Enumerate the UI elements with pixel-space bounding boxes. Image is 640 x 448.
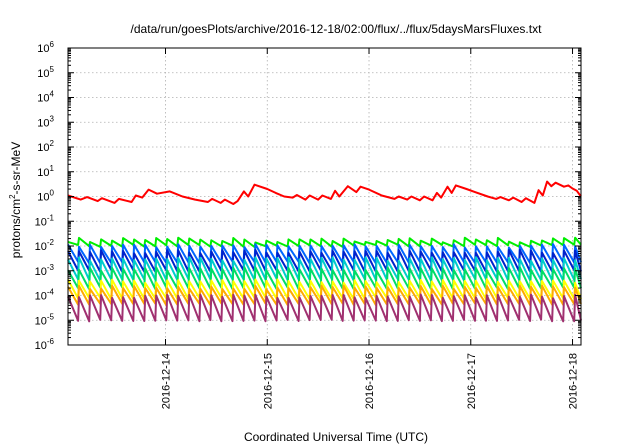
y-axis-label-exponent: 2 — [8, 194, 17, 199]
y-tick-label: 10-6 — [35, 337, 55, 352]
y-tick-label: 10-1 — [35, 213, 55, 228]
axis-ticks — [68, 47, 581, 346]
series-line — [67, 236, 582, 248]
series-line — [67, 180, 582, 205]
y-tick-exponent: 4 — [50, 90, 55, 99]
series-lines — [67, 180, 582, 323]
y-tick-label: 10-4 — [35, 288, 55, 303]
x-axis-label: Coordinated Universal Time (UTC) — [244, 430, 428, 444]
y-tick-label: 106 — [37, 40, 54, 55]
y-tick-exponent: 1 — [50, 164, 55, 173]
y-tick-label: 10-2 — [35, 238, 55, 253]
y-tick-label: 105 — [37, 65, 54, 80]
y-tick-label: 102 — [37, 139, 54, 154]
series-line — [67, 293, 582, 323]
y-tick-exponent: -4 — [47, 288, 55, 297]
y-tick-exponent: 6 — [50, 40, 55, 49]
y-tick-exponent: 2 — [50, 139, 55, 148]
y-axis-label-main: protons/cm — [9, 199, 23, 258]
y-tick-label: 104 — [37, 90, 54, 105]
y-tick-base: 10 — [35, 241, 47, 253]
y-tick-exponent: -1 — [47, 213, 55, 222]
y-tick-label: 10-5 — [35, 312, 55, 327]
y-tick-label: 100 — [37, 189, 54, 204]
y-tick-base: 10 — [35, 340, 47, 352]
y-tick-exponent: -2 — [47, 238, 55, 247]
x-tick-label: 2016-12-17 — [466, 353, 478, 409]
y-tick-exponent: 0 — [50, 189, 55, 198]
y-tick-exponent: 5 — [50, 65, 55, 74]
y-axis-label-unit: -s-sr-MeV — [9, 142, 23, 195]
series-line — [67, 266, 582, 291]
x-tick-label: 2016-12-15 — [262, 353, 274, 409]
chart-title: /data/run/goesPlots/archive/2016-12-18/0… — [131, 22, 543, 36]
y-tick-base: 10 — [35, 291, 47, 303]
y-tick-exponent: -3 — [47, 263, 55, 272]
y-tick-base: 10 — [37, 167, 49, 179]
y-tick-labels: 10-610-510-410-310-210-11001011021031041… — [35, 40, 55, 352]
y-tick-base: 10 — [35, 216, 47, 228]
y-tick-base: 10 — [37, 43, 49, 55]
x-tick-label: 2016-12-16 — [364, 353, 376, 409]
y-tick-exponent: -6 — [47, 337, 55, 346]
y-tick-base: 10 — [37, 192, 49, 204]
y-tick-label: 10-3 — [35, 263, 55, 278]
y-tick-exponent: 3 — [50, 114, 55, 123]
y-tick-exponent: -5 — [47, 312, 55, 321]
y-tick-base: 10 — [37, 93, 49, 105]
y-axis-label: protons/cm2-s-sr-MeV — [8, 142, 23, 258]
y-tick-label: 101 — [37, 164, 54, 179]
y-tick-base: 10 — [35, 266, 47, 278]
x-tick-labels: 2016-12-14 2016-12-15 2016-12-16 2016-12-17… — [161, 353, 580, 409]
x-tick-label: 2016-12-18 — [568, 353, 580, 409]
y-tick-base: 10 — [37, 117, 49, 129]
y-tick-base: 10 — [35, 315, 47, 327]
y-tick-base: 10 — [37, 142, 49, 154]
y-tick-label: 103 — [37, 114, 54, 129]
x-tick-label: 2016-12-14 — [161, 353, 173, 409]
y-tick-base: 10 — [37, 68, 49, 80]
